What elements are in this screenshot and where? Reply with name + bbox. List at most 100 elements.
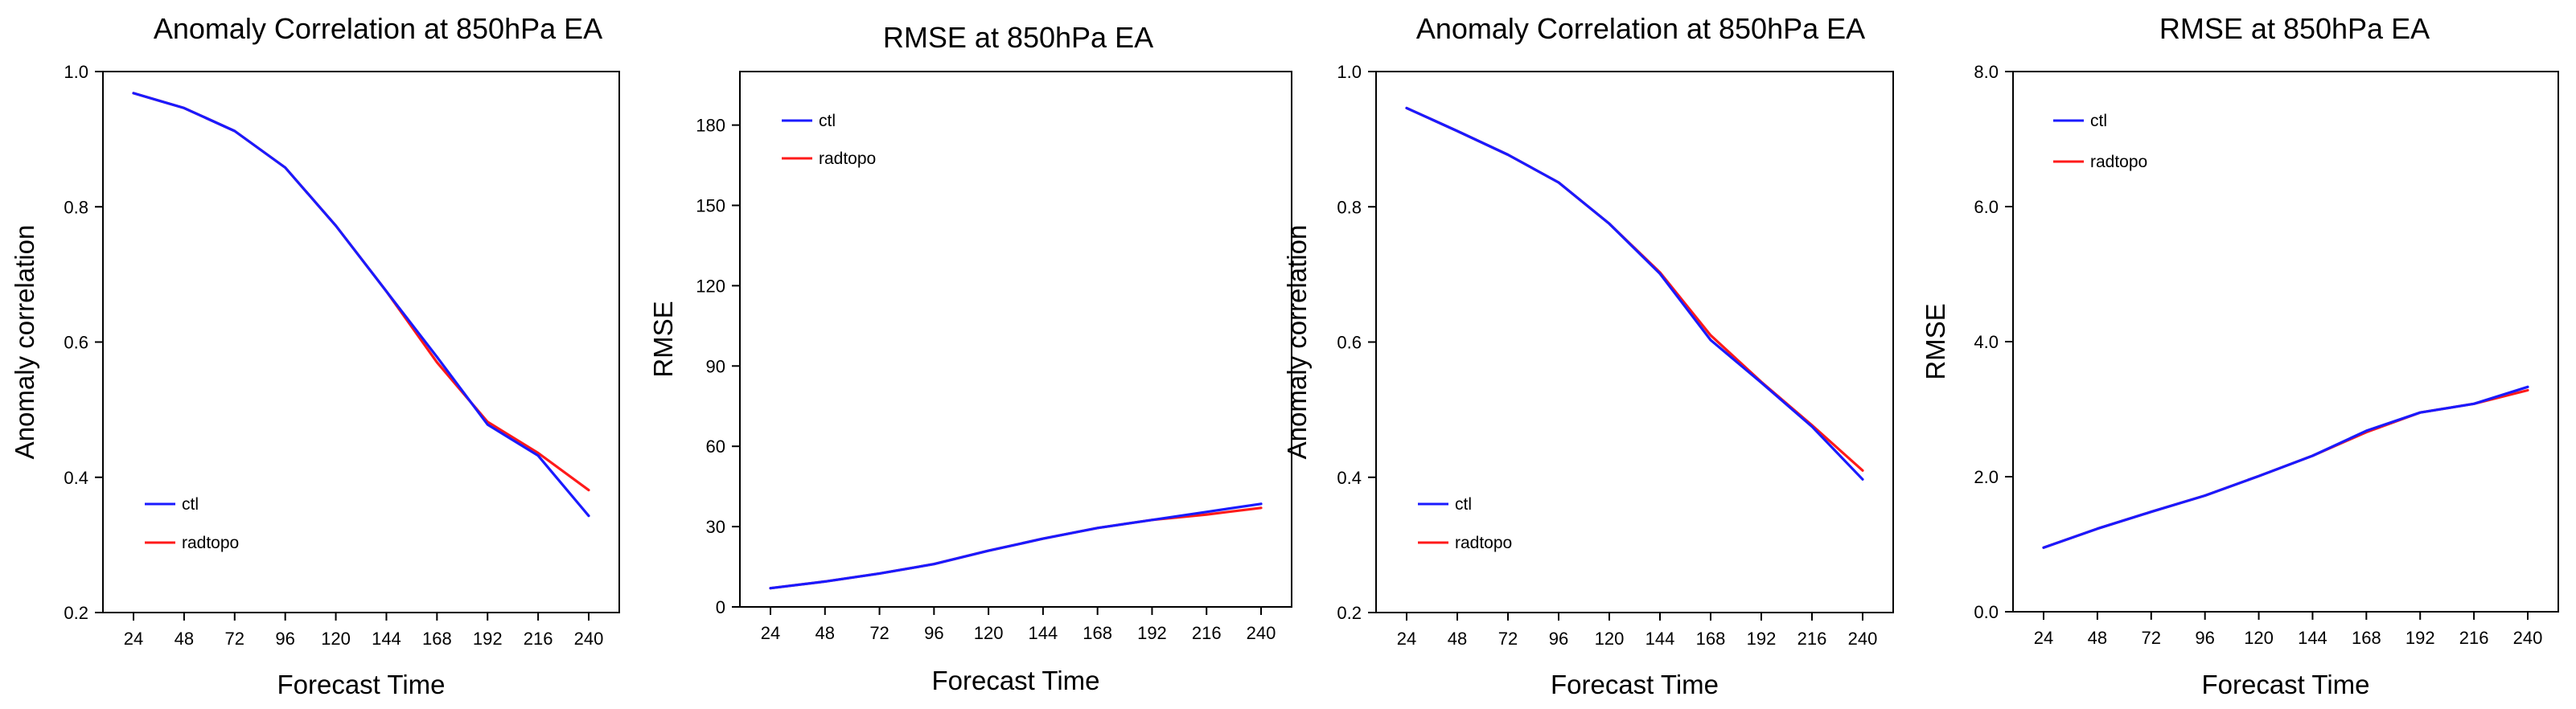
series-line-ctl [2042, 385, 2529, 549]
x-tick-label: 192 [2405, 628, 2435, 648]
x-tick-label: 96 [924, 623, 943, 643]
y-tick-label: 120 [696, 276, 725, 296]
x-tick-label: 216 [2459, 628, 2489, 648]
x-tick-label: 192 [1747, 629, 1777, 649]
x-tick-label: 96 [1549, 629, 1568, 649]
x-tick-label: 168 [1083, 623, 1112, 643]
y-tick-label: 180 [696, 116, 725, 136]
x-tick-label: 168 [422, 629, 452, 649]
x-tick-label: 216 [1797, 629, 1827, 649]
y-axis-label: RMSE [648, 301, 678, 377]
y-tick-label: 0.4 [1337, 468, 1362, 488]
chart-title: Anomaly Correlation at 850hPa EA [154, 12, 602, 45]
series-line-ctl [1405, 106, 1864, 481]
y-tick-label: 4.0 [1974, 332, 1999, 352]
x-tick-label: 240 [1247, 623, 1276, 643]
legend: ctl radtopo [2053, 112, 2147, 171]
legend-label-ctl: ctl [1455, 495, 1472, 514]
x-tick-label: 144 [372, 629, 401, 649]
y-axis-label: Anomaly correlation [1282, 225, 1312, 460]
y-tick-label: 1.0 [64, 62, 88, 82]
y-axis-label: RMSE [1921, 303, 1950, 379]
chart-panel-1: Anomaly Correlation at 850hPa EA 0.2 0.4 0.… [10, 12, 620, 699]
plot-frame [739, 71, 1292, 608]
x-tick-label: 192 [473, 629, 503, 649]
x-tick-label: 24 [2034, 628, 2053, 648]
y-tick-label: 1.0 [1337, 62, 1362, 82]
x-tick-label: 240 [1848, 629, 1878, 649]
x-tick-label: 24 [761, 623, 780, 643]
x-tick-label: 24 [124, 629, 143, 649]
legend: ctl radtopo [145, 495, 239, 552]
x-tick-label: 72 [225, 629, 244, 649]
y-tick-label: 6.0 [1974, 197, 1999, 217]
x-tick-label: 240 [574, 629, 604, 649]
x-tick-label: 96 [275, 629, 294, 649]
chart-panel-3: Anomaly Correlation at 850hPa EA 0.2 0.4 0.… [1282, 12, 1894, 699]
series-line-radtopo [1405, 106, 1864, 472]
plot-frame [1375, 71, 1894, 613]
x-tick-label: 144 [2298, 628, 2327, 648]
legend-label-radtopo: radtopo [1455, 534, 1512, 552]
series-line-ctl [769, 502, 1263, 590]
y-tick-label: 150 [696, 196, 725, 216]
x-tick-label: 120 [974, 623, 1004, 643]
x-tick-label: 144 [1645, 629, 1675, 649]
series-line-radtopo [132, 92, 590, 492]
x-tick-label: 120 [2244, 628, 2274, 648]
x-tick-label: 192 [1137, 623, 1167, 643]
y-tick-label: 0.8 [1337, 197, 1362, 217]
y-tick-label: 0 [716, 597, 725, 617]
y-tick-label: 30 [706, 517, 725, 537]
y-tick-label: 2.0 [1974, 467, 1999, 487]
y-tick-label: 0.2 [64, 603, 88, 623]
chart-title: RMSE at 850hPa EA [2159, 12, 2430, 45]
y-axis-label: Anomaly correlation [10, 225, 39, 460]
y-tick-label: 90 [706, 356, 725, 376]
chart-panel-2: RMSE at 850hPa EA 0 30 60 90 120 150 180 24 48 72 9… [648, 21, 1292, 695]
x-tick-label: 120 [321, 629, 351, 649]
x-tick-label: 216 [524, 629, 553, 649]
x-tick-label: 48 [175, 629, 194, 649]
x-tick-label: 120 [1595, 629, 1625, 649]
legend-label-ctl: ctl [182, 495, 199, 514]
legend-label-ctl: ctl [2090, 112, 2107, 130]
legend-label-radtopo: radtopo [182, 534, 239, 552]
legend-label-ctl: ctl [819, 112, 836, 130]
x-tick-label: 72 [869, 623, 889, 643]
x-tick-label: 48 [1448, 629, 1467, 649]
chart-title: Anomaly Correlation at 850hPa EA [1416, 12, 1865, 45]
x-tick-label: 48 [816, 623, 835, 643]
y-tick-label: 0.6 [64, 333, 88, 353]
x-tick-label: 216 [1192, 623, 1222, 643]
legend: ctl radtopo [782, 112, 876, 168]
x-tick-label: 144 [1029, 623, 1058, 643]
x-axis-label: Forecast Time [931, 666, 1099, 695]
x-tick-label: 96 [2195, 628, 2214, 648]
y-tick-label: 0.6 [1337, 333, 1362, 353]
legend-label-radtopo: radtopo [819, 150, 876, 168]
plot-frame [102, 71, 620, 613]
x-tick-label: 48 [2088, 628, 2107, 648]
x-tick-label: 24 [1397, 629, 1416, 649]
chart-panel-4: RMSE at 850hPa EA 0.0 2.0 4.0 6.0 8.0 24 48 72 96… [1921, 12, 2559, 699]
legend: ctl radtopo [1418, 495, 1512, 552]
series-line-ctl [132, 92, 590, 518]
y-tick-label: 60 [706, 436, 725, 457]
y-tick-label: 0.0 [1974, 602, 1999, 622]
x-tick-label: 168 [1696, 629, 1726, 649]
y-tick-label: 0.4 [64, 468, 88, 488]
y-tick-label: 0.2 [1337, 603, 1362, 623]
x-axis-label: Forecast Time [1551, 670, 1719, 699]
y-tick-label: 8.0 [1974, 62, 1999, 82]
x-tick-label: 168 [2352, 628, 2381, 648]
legend-label-radtopo: radtopo [2090, 153, 2147, 171]
y-tick-label: 0.8 [64, 197, 88, 217]
x-axis-label: Forecast Time [2201, 670, 2369, 699]
x-tick-label: 240 [2513, 628, 2543, 648]
x-axis-label: Forecast Time [277, 670, 445, 699]
series-line-radtopo [769, 506, 1263, 590]
x-tick-label: 72 [1498, 629, 1518, 649]
x-tick-label: 72 [2142, 628, 2161, 648]
